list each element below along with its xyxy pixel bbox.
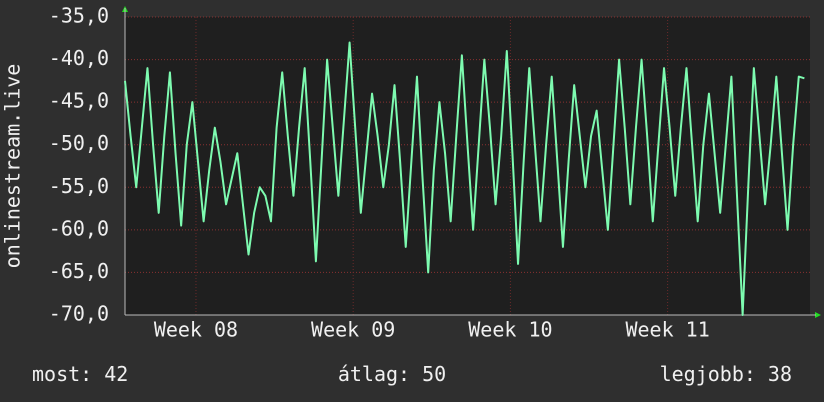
y-tick-label: -55,0 bbox=[49, 174, 109, 198]
stat-value: 38 bbox=[768, 362, 792, 386]
x-tick-label: Week 10 bbox=[468, 318, 552, 342]
axis-arrow bbox=[815, 312, 821, 318]
stat-label: legjobb: bbox=[660, 362, 756, 386]
data-line bbox=[124, 41, 805, 316]
plot-area bbox=[125, 17, 810, 315]
y-tick-label: -35,0 bbox=[49, 4, 109, 28]
x-tick-label: Week 08 bbox=[154, 318, 238, 342]
x-tick-label: Week 09 bbox=[311, 318, 395, 342]
y-tick-label: -40,0 bbox=[49, 46, 109, 70]
stat: átlag: 50 bbox=[338, 362, 446, 386]
stat-label: most: bbox=[32, 362, 92, 386]
stat: most: 42 bbox=[32, 362, 128, 386]
y-tick-label: -45,0 bbox=[49, 89, 109, 113]
stat-value: 50 bbox=[422, 362, 446, 386]
x-tick-label: Week 11 bbox=[625, 318, 709, 342]
y-tick-label: -50,0 bbox=[49, 131, 109, 155]
stat-label: átlag: bbox=[338, 362, 410, 386]
y-tick-label: -60,0 bbox=[49, 216, 109, 240]
y-axis-label: onlinestream.live bbox=[1, 64, 25, 269]
y-tick-label: -70,0 bbox=[49, 302, 109, 326]
stat: legjobb: 38 bbox=[660, 362, 792, 386]
stat-value: 42 bbox=[104, 362, 128, 386]
y-tick-label: -65,0 bbox=[49, 259, 109, 283]
